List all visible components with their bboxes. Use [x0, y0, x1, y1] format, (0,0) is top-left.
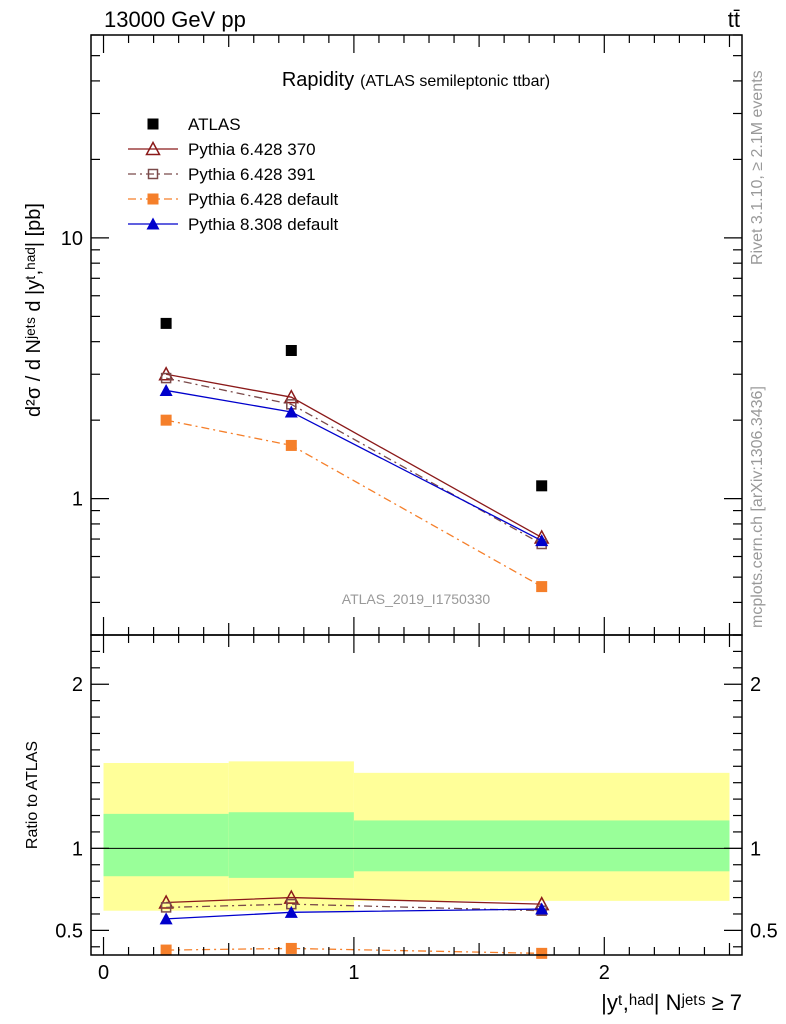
ratio-y-tick-label: 0.5 — [55, 920, 83, 942]
ratio-band-inner — [353, 820, 730, 872]
x-tick-label: 0 — [98, 962, 109, 984]
legend-item-pythia-8-308-default: Pythia 8.308 default — [128, 215, 339, 234]
legend-item-pythia-6-428-default: Pythia 6.428 default — [128, 190, 339, 209]
main-y-axis-label: d²σ / d Nʲᵉᵗˢ d |yᵗ,ʰᵃᵈ| [pb] — [23, 203, 45, 417]
main-panel: 1 10 Rapidity (ATLAS semileptonic ttbar) A… — [23, 34, 743, 636]
ratio-band-inner — [228, 812, 354, 878]
ratio-uncertainty-bands — [103, 761, 730, 911]
legend-label: ATLAS — [188, 115, 241, 134]
main-point-pythia-6-428-370 — [283, 389, 300, 404]
main-y-tick-label: 1 — [72, 489, 83, 511]
ratio-point-pythia-8-308-default — [284, 905, 298, 918]
ratio-point-pythia-8-308-default — [535, 902, 549, 915]
ratio-point-pythia-6-428-391 — [160, 902, 172, 913]
analysis-watermark: ATLAS_2019_I1750330 — [342, 591, 491, 607]
plot-title: Rapidity (ATLAS semileptonic ttbar) — [282, 69, 550, 91]
main-series-line-pythia-6-428-370 — [165, 373, 543, 539]
legend-label: Pythia 6.428 391 — [188, 165, 316, 184]
legend-label: Pythia 8.308 default — [188, 215, 339, 234]
ratio-series-line-pythia-6-428-370 — [166, 896, 542, 905]
ratio-band-inner — [103, 813, 229, 877]
main-point-atlas — [160, 317, 172, 329]
ratio-point-pythia-6-428-default — [160, 944, 172, 956]
legend-label: Pythia 6.428 370 — [188, 140, 316, 159]
ratio-y-tick-label-right: 0.5 — [750, 920, 778, 942]
x-tick-label: 1 — [348, 962, 359, 984]
ratio-frame — [90, 634, 743, 956]
legend-item-pythia-6-428-391: Pythia 6.428 391 — [128, 165, 316, 184]
ratio-y-tick-label-right: 2 — [750, 674, 761, 696]
rivet-version-label: Rivet 3.1.10, ≥ 2.1M events — [749, 70, 766, 265]
ratio-y-tick-label-right: 1 — [750, 838, 761, 860]
ratio-y-tick-label: 1 — [72, 838, 83, 860]
main-y-tick-label: 10 — [61, 228, 83, 250]
plot-title-sub: (ATLAS semileptonic ttbar) — [360, 73, 550, 90]
main-point-atlas — [285, 344, 297, 356]
ratio-series-line-pythia-6-428-default — [166, 947, 542, 955]
main-point-pythia-8-308-default — [284, 405, 298, 418]
main-series-line-pythia-6-428-391 — [165, 377, 543, 545]
plot-title-main: Rapidity — [282, 69, 354, 91]
legend-label: Pythia 6.428 default — [188, 190, 339, 209]
ratio-y-tick-label: 2 — [72, 674, 83, 696]
main-point-pythia-6-428-default — [160, 414, 172, 426]
legend-marker — [146, 217, 160, 230]
main-series-line-pythia-8-308-default — [166, 389, 542, 542]
source-label: mcplots.cern.ch [arXiv:1306.3436] — [749, 386, 766, 628]
legend-marker — [147, 118, 159, 130]
main-point-pythia-6-428-391 — [160, 372, 172, 384]
main-point-pythia-6-428-default — [285, 439, 297, 451]
ratio-axis-ticks: 0.5 0.5 1 1 2 2 0 1 2 — [55, 634, 778, 984]
ratio-point-pythia-6-428-370 — [283, 889, 300, 904]
ratio-series-line-pythia-6-428-391 — [166, 903, 542, 912]
energy-label: 13000 GeV pp — [104, 7, 246, 32]
main-point-atlas — [536, 480, 548, 492]
legend-marker — [147, 193, 159, 205]
main-axis-ticks: 1 10 — [61, 34, 742, 636]
main-point-pythia-6-428-default — [536, 581, 548, 593]
ratio-point-pythia-6-428-370 — [158, 894, 174, 909]
x-tick-label: 2 — [599, 962, 610, 984]
x-axis-label: |yᵗ,ʰᵃᵈ| Nʲᵉᵗˢ ≥ 7 — [601, 990, 742, 1015]
ratio-point-pythia-6-428-default — [285, 942, 297, 954]
legend-item-atlas: ATLAS — [147, 115, 241, 134]
ratio-point-pythia-6-428-default — [536, 947, 548, 959]
legend-item-pythia-6-428-370: Pythia 6.428 370 — [128, 140, 316, 159]
ratio-point-pythia-8-308-default — [159, 912, 173, 925]
main-point-pythia-8-308-default — [159, 383, 173, 396]
main-point-pythia-8-308-default — [535, 534, 549, 547]
legend-marker — [147, 168, 159, 180]
legend-marker — [145, 140, 161, 156]
ratio-y-axis-label: Ratio to ATLAS — [24, 741, 41, 849]
main-series-line-pythia-6-428-default — [165, 419, 543, 588]
process-label: tt̄ — [728, 7, 740, 32]
legend: ATLAS Pythia 6.428 370 Pythia 6.428 391 Pyt… — [128, 115, 339, 234]
ratio-panel: 0.5 0.5 1 1 2 2 0 1 2 Ratio to ATLAS |yᵗ,ʰᵃᵈ| Nʲ… — [24, 634, 778, 1015]
